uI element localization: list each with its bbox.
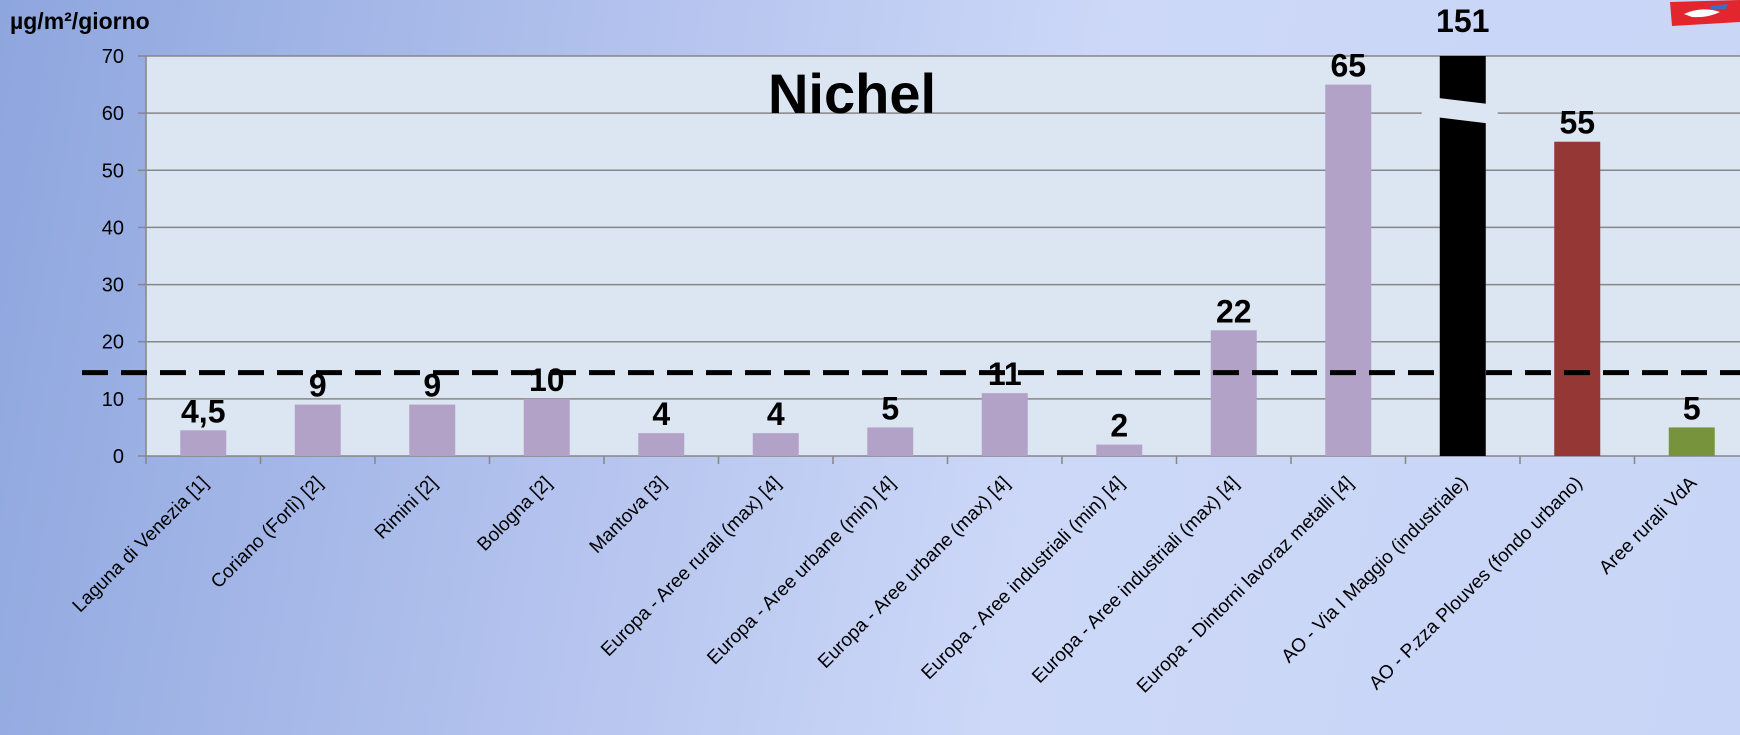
category-label: Bologna [2] xyxy=(473,473,556,556)
category-label: Europa - Aree industriali (max) [4] xyxy=(1028,473,1243,688)
category-label: Europa - Aree rurali (max) [4] xyxy=(597,473,785,661)
category-label: Europa - Aree urbane (max) [4] xyxy=(814,473,1014,673)
data-label: 4 xyxy=(767,396,785,432)
bar xyxy=(1325,84,1372,457)
y-tick-label: 50 xyxy=(102,160,124,182)
bar xyxy=(981,393,1028,456)
data-label: 65 xyxy=(1330,48,1366,84)
y-tick-label: 10 xyxy=(102,389,124,411)
data-label: 9 xyxy=(423,368,441,404)
category-label: Europa - Aree industriali (min) [4] xyxy=(918,473,1129,684)
category-label: Laguna di Venezia [1] xyxy=(69,473,213,617)
y-tick-label: 40 xyxy=(102,217,124,239)
data-label: 2 xyxy=(1110,408,1128,444)
y-tick-label: 30 xyxy=(102,275,124,297)
data-label: 4 xyxy=(652,396,670,432)
category-label: AO - P.zza Plouves (fondo urbano) xyxy=(1365,473,1586,694)
bar xyxy=(1439,56,1486,456)
data-label: 55 xyxy=(1559,105,1595,141)
bar xyxy=(409,404,456,456)
category-labels: Laguna di Venezia [1]Coriano (Forlì) [2]… xyxy=(69,472,1702,697)
data-label: 10 xyxy=(529,362,565,398)
x-axis-ticks xyxy=(145,456,1636,464)
category-label: Coriano (Forlì) [2] xyxy=(207,473,327,593)
y-tick-label: 60 xyxy=(102,103,124,125)
category-label: Europa - Dintorni lavoraz metalli [4] xyxy=(1133,473,1358,698)
plot-area xyxy=(146,56,1740,456)
bar xyxy=(523,398,570,456)
data-label: 11 xyxy=(988,356,1022,392)
bar xyxy=(1096,444,1143,456)
bar xyxy=(1554,141,1601,456)
category-label: Rimini [2] xyxy=(371,473,442,544)
y-axis-ticks: 0 10 20 30 40 50 60 70 xyxy=(102,46,146,468)
chart-title: Nichel xyxy=(768,62,936,125)
category-label: Aree rurali VdA xyxy=(1595,472,1701,578)
data-label: 22 xyxy=(1216,293,1252,329)
bar xyxy=(1210,330,1257,456)
data-label: 5 xyxy=(881,390,899,426)
y-tick-label: 0 xyxy=(113,446,124,468)
bar xyxy=(752,433,799,456)
bar xyxy=(867,427,914,456)
data-label: 151 xyxy=(1436,3,1489,39)
bar xyxy=(1668,427,1715,456)
category-label: Mantova [3] xyxy=(586,473,671,558)
y-tick-label: 70 xyxy=(102,46,124,68)
category-label: Europa - Aree urbane (min) [4] xyxy=(703,473,899,669)
data-label: 4,5 xyxy=(181,393,225,429)
logo-icon xyxy=(1670,0,1740,26)
bar xyxy=(180,430,227,456)
data-label: 9 xyxy=(309,368,327,404)
y-tick-label: 20 xyxy=(102,332,124,354)
bar xyxy=(294,404,341,456)
bar xyxy=(638,433,685,456)
axis-break-mark xyxy=(1421,96,1498,125)
y-axis-unit-label: µg/m²/giorno xyxy=(10,8,150,34)
bars xyxy=(180,56,1715,457)
data-label: 5 xyxy=(1683,390,1701,426)
category-label: AO - Via I Maggio (industriale) xyxy=(1278,473,1473,668)
